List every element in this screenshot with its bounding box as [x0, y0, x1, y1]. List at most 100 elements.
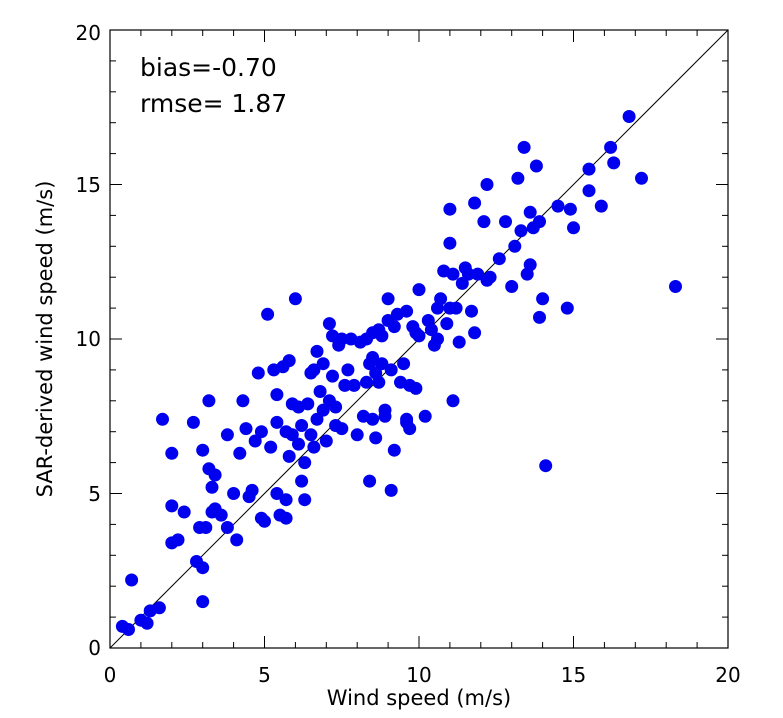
- data-point: [307, 363, 321, 377]
- axis-ticks: [110, 30, 728, 648]
- data-point: [468, 196, 482, 210]
- y-tick-label: 10: [76, 327, 101, 351]
- data-point: [403, 422, 417, 436]
- data-point: [140, 616, 154, 630]
- data-point: [313, 385, 327, 398]
- data-point: [236, 394, 250, 408]
- data-point: [431, 332, 444, 346]
- data-point: [202, 394, 216, 408]
- data-point: [492, 252, 506, 266]
- data-point: [251, 366, 265, 380]
- data-point: [412, 283, 426, 297]
- data-point: [220, 428, 234, 442]
- data-point: [366, 412, 380, 426]
- data-point: [298, 456, 312, 470]
- data-point: [270, 487, 284, 500]
- data-point: [316, 403, 330, 417]
- data-point: [372, 375, 386, 389]
- data-point: [186, 415, 200, 429]
- y-tick-label: 20: [76, 21, 101, 45]
- rmse-annotation: rmse= 1.87: [140, 89, 287, 118]
- data-point: [152, 601, 166, 615]
- data-point: [258, 514, 271, 528]
- data-point: [288, 292, 302, 306]
- data-point: [165, 499, 179, 513]
- x-tick-label: 20: [715, 663, 740, 687]
- x-axis-title: Wind speed (m/s): [327, 686, 511, 710]
- data-point: [292, 437, 305, 451]
- data-point: [635, 171, 648, 185]
- data-point: [582, 184, 596, 198]
- data-point: [122, 623, 135, 636]
- data-point: [523, 205, 537, 219]
- data-point: [199, 521, 213, 534]
- y-tick-label: 15: [76, 173, 101, 197]
- data-point: [329, 400, 343, 414]
- data-point: [480, 178, 494, 191]
- data-point: [400, 304, 414, 318]
- data-point: [443, 202, 457, 216]
- data-point: [375, 357, 389, 371]
- data-point: [230, 533, 244, 547]
- data-point: [322, 317, 336, 331]
- data-point: [533, 310, 546, 324]
- data-point: [307, 440, 321, 454]
- data-point: [220, 521, 234, 534]
- data-point: [316, 357, 330, 371]
- data-point: [196, 443, 210, 457]
- data-point: [165, 446, 179, 460]
- y-tick-label: 0: [88, 636, 101, 660]
- data-point: [326, 369, 339, 383]
- data-point: [335, 422, 349, 436]
- data-point: [264, 440, 278, 454]
- data-point: [434, 292, 448, 306]
- data-point: [196, 595, 210, 609]
- data-point: [511, 171, 525, 185]
- data-point: [270, 415, 284, 429]
- data-point: [387, 443, 401, 457]
- y-axis-title: SAR-derived wind speed (m/s): [33, 181, 57, 498]
- data-point: [455, 276, 469, 290]
- data-point: [310, 412, 324, 426]
- data-point: [387, 320, 401, 334]
- data-point: [366, 351, 380, 364]
- data-point: [282, 354, 296, 368]
- y-tick-label: 5: [88, 482, 101, 506]
- data-point: [171, 533, 185, 547]
- data-point: [529, 159, 543, 173]
- data-point: [443, 236, 457, 250]
- data-point: [227, 487, 241, 500]
- data-point: [536, 292, 550, 306]
- data-point: [517, 140, 531, 154]
- data-point: [409, 381, 423, 395]
- data-point: [261, 307, 275, 321]
- data-point: [319, 434, 333, 448]
- data-point: [582, 162, 596, 176]
- data-point: [347, 378, 361, 392]
- data-points: [115, 110, 682, 636]
- data-point: [594, 199, 608, 213]
- data-point: [508, 239, 522, 253]
- data-point: [449, 301, 463, 315]
- data-point: [440, 317, 454, 331]
- data-point: [533, 215, 546, 229]
- data-point: [483, 270, 497, 284]
- data-point: [622, 110, 636, 123]
- data-point: [378, 409, 392, 423]
- data-point: [335, 332, 349, 346]
- data-point: [551, 199, 565, 213]
- data-point: [418, 409, 432, 423]
- bias-annotation: bias=-0.70: [140, 53, 277, 82]
- data-point: [461, 267, 475, 281]
- data-point: [295, 474, 309, 488]
- data-point: [214, 508, 228, 522]
- data-point: [298, 493, 312, 507]
- data-point: [360, 375, 373, 389]
- data-point: [285, 428, 299, 442]
- data-point: [468, 326, 482, 340]
- data-point: [424, 323, 438, 337]
- data-point: [369, 431, 383, 445]
- data-point: [563, 202, 577, 216]
- x-tick-label: 10: [406, 663, 431, 687]
